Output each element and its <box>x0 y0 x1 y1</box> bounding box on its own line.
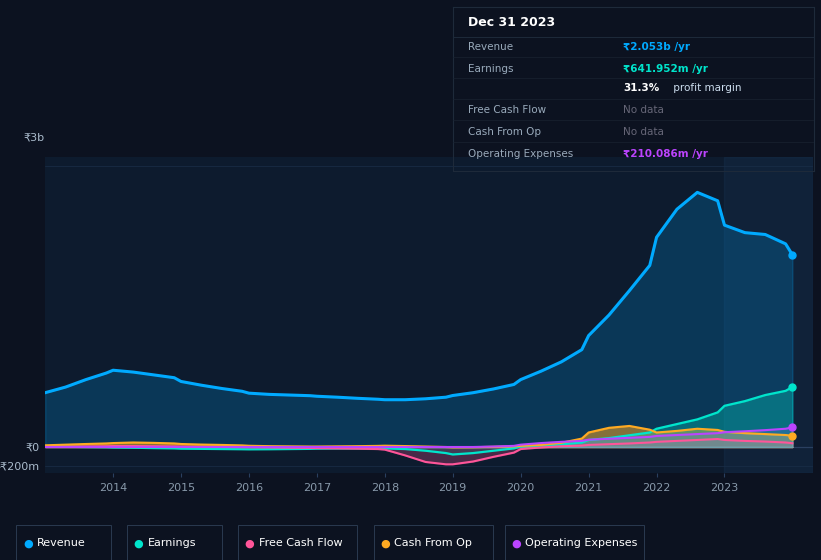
Text: profit margin: profit margin <box>670 83 741 93</box>
Text: ●: ● <box>380 538 390 548</box>
Text: Cash From Op: Cash From Op <box>394 538 472 548</box>
Text: Earnings: Earnings <box>468 64 513 74</box>
Text: Dec 31 2023: Dec 31 2023 <box>468 16 555 29</box>
Text: ₹3b: ₹3b <box>23 133 44 143</box>
Text: Earnings: Earnings <box>148 538 196 548</box>
Text: ●: ● <box>511 538 521 548</box>
Text: ●: ● <box>245 538 255 548</box>
Text: Revenue: Revenue <box>37 538 85 548</box>
Text: ●: ● <box>134 538 144 548</box>
Text: No data: No data <box>623 127 664 137</box>
Text: 31.3%: 31.3% <box>623 83 659 93</box>
Text: Free Cash Flow: Free Cash Flow <box>468 105 546 115</box>
Text: ₹641.952m /yr: ₹641.952m /yr <box>623 64 708 74</box>
Text: Cash From Op: Cash From Op <box>468 127 541 137</box>
Text: Operating Expenses: Operating Expenses <box>525 538 638 548</box>
Text: ●: ● <box>23 538 33 548</box>
Text: No data: No data <box>623 105 664 115</box>
Text: Operating Expenses: Operating Expenses <box>468 150 573 160</box>
Text: ₹2.053b /yr: ₹2.053b /yr <box>623 41 690 52</box>
Text: Revenue: Revenue <box>468 41 513 52</box>
Text: Free Cash Flow: Free Cash Flow <box>259 538 342 548</box>
Bar <box>724 157 813 473</box>
Text: ₹210.086m /yr: ₹210.086m /yr <box>623 150 708 160</box>
